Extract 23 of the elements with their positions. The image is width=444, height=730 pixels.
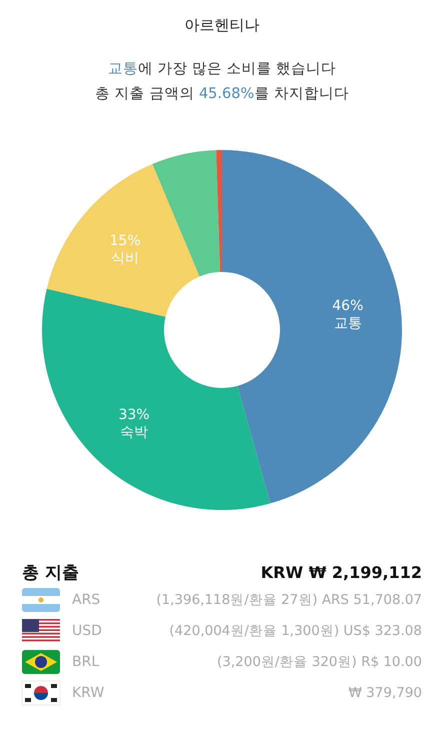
text: (3,200원/환율 320원) R$ 10.00 (217, 654, 422, 670)
data-label: 33% (118, 406, 150, 423)
text: USD (72, 623, 102, 639)
data-label: 46% (332, 298, 364, 314)
text: (420,004원/환율 1,300원) US$ 323.08 (169, 623, 422, 639)
donut-slice (42, 288, 270, 510)
donut-slice (152, 150, 220, 277)
slice-label: 숙박 (120, 424, 148, 440)
text: KRW ₩ 2,199,112 (260, 563, 422, 582)
chart-title: 아르헨티나 (184, 16, 260, 34)
donut-slice (46, 164, 200, 317)
text: (1,396,118원/환율 27원) ARS 51,708.07 (156, 592, 422, 608)
slice-label: 식비 (111, 250, 140, 267)
text: KRW (72, 685, 104, 701)
slice-label: 교통 (334, 316, 362, 332)
donut-slice (216, 150, 222, 272)
text: ₩ 379,790 (348, 685, 422, 701)
chart-subtitle: 교통에 가장 많은 소비를 했습니다 총 지출 금액의 45.68%를 차지합니다 (95, 61, 349, 102)
text: ARS (72, 592, 100, 608)
text: 총 지출 (22, 563, 79, 583)
text: BRL (72, 654, 100, 670)
donut-slice (222, 150, 402, 504)
data-label: 15% (110, 233, 141, 250)
